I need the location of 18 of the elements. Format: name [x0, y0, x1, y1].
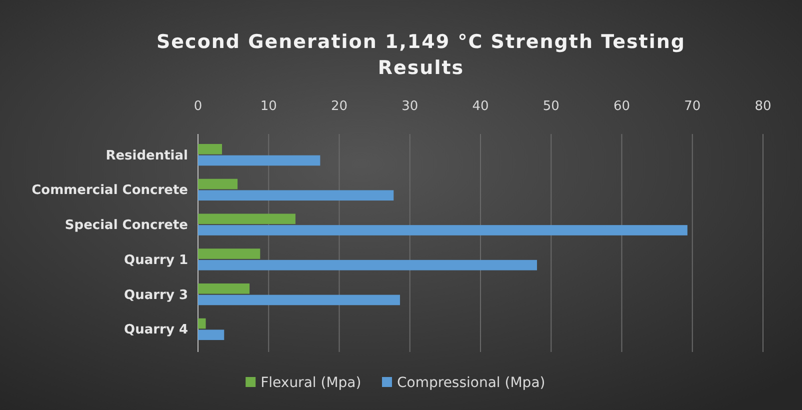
x-tick-label: 80	[754, 99, 772, 114]
x-tick-label: 10	[260, 99, 277, 114]
y-tick-label: Quarry 1	[124, 252, 188, 268]
x-tick-label: 0	[194, 99, 202, 114]
x-tick-label: 20	[330, 99, 348, 114]
chart-title: Second Generation 1,149 °C Strength Testing Results	[156, 31, 686, 79]
y-tick-label: Quarry 4	[124, 322, 188, 338]
y-tick-label: Commercial Concrete	[32, 183, 188, 198]
x-tick-label: 70	[684, 99, 701, 114]
y-tick-label: Quarry 3	[124, 288, 188, 303]
x-tick-label: 60	[613, 99, 630, 114]
y-tick-label: Residential	[106, 148, 188, 164]
x-tick-label: 50	[542, 99, 560, 114]
legend-label: Flexural (Mpa)	[260, 375, 362, 391]
x-tick-label: 30	[402, 99, 418, 114]
legend-label: Compressional (Mpa)	[397, 375, 546, 391]
y-tick-label: Special Concrete	[64, 218, 188, 234]
x-tick-label: 40	[472, 99, 489, 114]
